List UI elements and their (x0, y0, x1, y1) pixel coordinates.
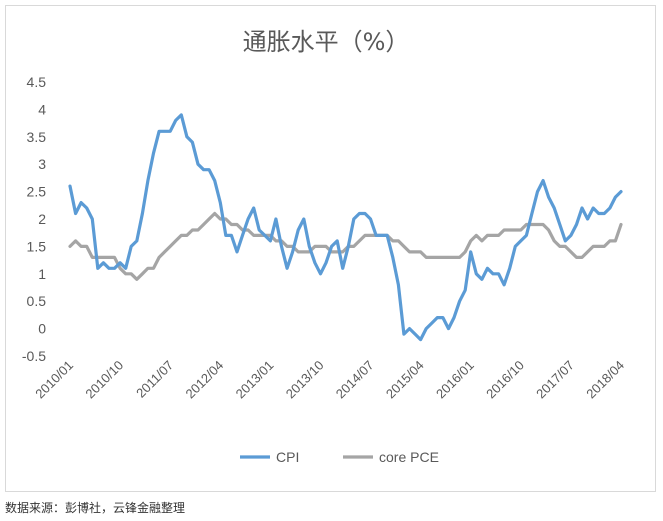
x-tick-label: 2018/04 (583, 358, 627, 402)
x-tick-label: 2010/10 (82, 358, 126, 402)
x-tick-label: 2013/10 (283, 358, 327, 402)
x-tick-label: 2012/04 (183, 358, 227, 402)
y-tick-label: 4.5 (27, 74, 47, 90)
chart-frame: 通胀水平（%） 4.5 4 3.5 3 2.5 2 1.5 1 0.5 0 -0.5 2010/01… (5, 5, 656, 492)
chart-canvas: 通胀水平（%） 4.5 4 3.5 3 2.5 2 1.5 1 0.5 0 -0.5 2010/01… (22, 28, 627, 465)
y-tick-label: 1 (38, 266, 46, 282)
legend-item-cpi-label: CPI (276, 449, 299, 465)
y-tick-label: 3.5 (27, 129, 47, 145)
series-line-cpi (68, 113, 623, 342)
x-tick-label: 2016/10 (483, 358, 527, 402)
y-tick-label: 2 (38, 211, 46, 227)
chart-title: 通胀水平（%） (243, 28, 410, 56)
x-tick-label: 2011/07 (133, 358, 176, 401)
series-line-core-pce (68, 211, 623, 281)
x-tick-label: 2016/01 (433, 358, 477, 402)
y-tick-label: 0.5 (27, 293, 47, 309)
y-tick-label: 3 (38, 156, 46, 172)
x-tick-label: 2010/01 (32, 358, 76, 402)
x-tick-label: 2014/07 (333, 358, 377, 402)
x-tick-label: 2015/04 (383, 358, 427, 402)
plot-area (68, 113, 623, 342)
y-axis: 4.5 4 3.5 3 2.5 2 1.5 1 0.5 0 -0.5 (22, 74, 46, 364)
x-axis: 2010/01 2010/10 2011/07 2012/04 2013/01 2013/… (32, 358, 627, 402)
source-note: 数据来源：彭博社，云锋金融整理 (5, 501, 186, 515)
y-tick-label: 2.5 (27, 184, 47, 200)
y-tick-label: 4 (38, 101, 46, 117)
x-tick-label: 2013/01 (233, 358, 277, 402)
y-tick-label: -0.5 (22, 348, 46, 364)
x-tick-label: 2017/07 (533, 358, 577, 402)
legend-item-core-pce-label: core PCE (379, 449, 439, 465)
legend: CPI core PCE (240, 449, 439, 465)
y-tick-label: 1.5 (27, 238, 47, 254)
y-tick-label: 0 (38, 321, 46, 337)
